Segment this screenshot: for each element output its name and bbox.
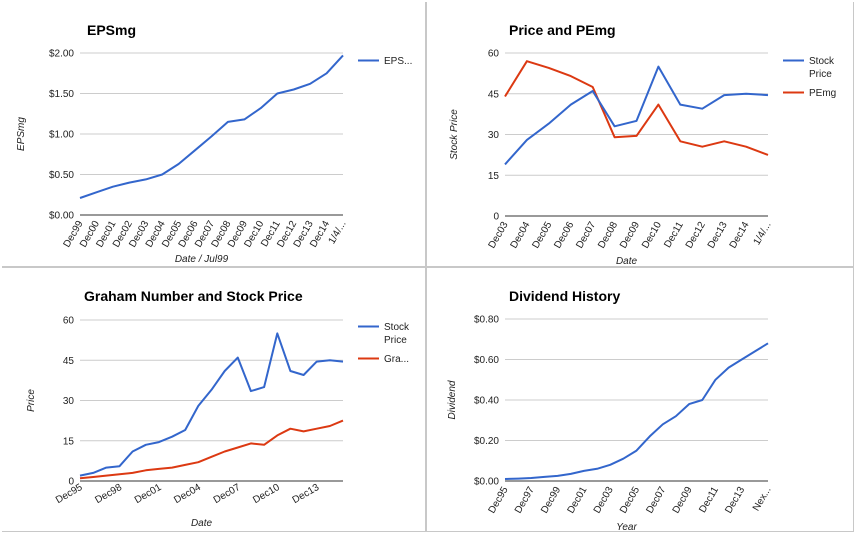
y-tick-label: $1.50 xyxy=(49,89,74,100)
y-tick-label: $1.00 xyxy=(49,130,74,141)
y-tick-label: $0.60 xyxy=(474,355,499,366)
y-tick-label: 45 xyxy=(63,356,75,367)
x-axis-label: Date xyxy=(191,518,213,529)
y-tick-label: $2.00 xyxy=(49,49,74,60)
legend-label: Price xyxy=(384,335,407,346)
chart-title: Price and PEmg xyxy=(509,22,616,38)
x-tick-label: Dec05 xyxy=(530,220,554,251)
series-line xyxy=(504,65,769,166)
y-tick-label: $0.00 xyxy=(49,211,74,222)
y-tick-label: 30 xyxy=(63,396,75,407)
x-tick-label: Dec14 xyxy=(728,220,752,251)
y-tick-label: 60 xyxy=(488,49,500,60)
y-tick-label: $0.20 xyxy=(474,436,499,447)
x-tick-label: Dec13 xyxy=(723,485,747,516)
eps-chart: EPSmg$0.00$0.50$1.00$1.50$2.00Dec99Dec00… xyxy=(16,22,412,265)
y-tick-label: $0.00 xyxy=(474,477,499,488)
series-line xyxy=(79,332,344,477)
x-tick-label: Dec11 xyxy=(697,485,721,515)
x-tick-label: Dec10 xyxy=(251,482,282,506)
x-tick-label: Dec97 xyxy=(513,485,537,516)
x-tick-label: Dec04 xyxy=(509,220,533,251)
x-axis-label: Date xyxy=(616,256,638,267)
x-tick-label: Dec07 xyxy=(574,220,598,251)
x-tick-label: 1/4/... xyxy=(752,220,774,247)
y-tick-label: 0 xyxy=(493,212,499,223)
x-tick-label: Dec95 xyxy=(487,485,511,516)
x-tick-label: Dec99 xyxy=(539,485,563,516)
graham-chart-panel: Graham Number and Stock Price 0 15 30 45 60 De… xyxy=(2,267,426,532)
series-line xyxy=(504,60,769,156)
y-axis-label: Dividend xyxy=(447,380,458,419)
x-tick-label: Dec98 xyxy=(93,482,124,506)
y-tick-label: $0.80 xyxy=(474,315,499,326)
x-tick-label: Dec06 xyxy=(552,220,576,251)
y-tick-label: $0.50 xyxy=(49,170,74,181)
x-tick-label: Dec13 xyxy=(706,220,730,251)
x-tick-label: 1/4/... xyxy=(327,219,349,246)
y-tick-label: 15 xyxy=(63,436,75,447)
x-tick-label: Dec09 xyxy=(618,220,642,251)
x-tick-label: Dec05 xyxy=(618,485,642,516)
x-tick-label: Dec09 xyxy=(671,485,695,516)
dividend-chart-panel: Dividend History $0.00 $0.20 $0.40 $0.60 $0.8… xyxy=(426,267,854,533)
y-tick-label: 0 xyxy=(68,477,74,488)
legend-label: Price xyxy=(809,69,832,80)
price-pe-chart: Price and PEmg015304560Dec03Dec04Dec05De… xyxy=(449,22,836,267)
y-axis-label: Stock Price xyxy=(449,109,460,160)
x-tick-label: Dec07 xyxy=(644,485,668,516)
series-line xyxy=(504,342,769,480)
x-tick-label: Dec03 xyxy=(592,485,616,516)
x-tick-label: Dec04 xyxy=(172,482,203,506)
legend-label: EPS... xyxy=(384,56,412,67)
chart-title: EPSmg xyxy=(87,22,136,38)
x-tick-label: Nex... xyxy=(751,485,774,513)
y-tick-label: 60 xyxy=(63,316,75,327)
legend-label: PEmg xyxy=(809,88,836,99)
dividend-chart: Dividend History $0.00 $0.20 $0.40 $0.60 $0.8… xyxy=(447,288,774,533)
x-axis-label: Year xyxy=(616,522,637,533)
y-axis-label: EPSmg xyxy=(16,117,27,151)
x-tick-label: Dec07 xyxy=(212,482,243,506)
x-tick-label: Dec13 xyxy=(291,482,322,506)
legend-label: Gra... xyxy=(384,354,409,365)
series-line xyxy=(79,54,344,199)
graham-chart: Graham Number and Stock Price 0 15 30 45 60 De… xyxy=(26,288,410,529)
legend-label: Stock xyxy=(384,322,410,333)
y-tick-label: 45 xyxy=(488,89,500,100)
chart-title: Graham Number and Stock Price xyxy=(84,288,303,304)
y-tick-label: 15 xyxy=(488,171,500,182)
x-tick-label: Dec08 xyxy=(596,220,620,251)
x-tick-label: Dec12 xyxy=(684,220,708,251)
x-tick-label: Dec03 xyxy=(487,220,511,251)
x-tick-label: Dec10 xyxy=(640,220,664,251)
x-tick-label: Dec01 xyxy=(133,482,164,506)
x-tick-label: Dec01 xyxy=(566,485,590,516)
legend-label: Stock xyxy=(809,56,835,67)
y-tick-label: 30 xyxy=(488,130,500,141)
eps-chart-panel: EPSmg $0.00 $0.50 $1.00 $1.50 $2.00 Dec99 Dec00… xyxy=(2,2,426,267)
y-tick-label: $0.40 xyxy=(474,396,499,407)
price-pe-chart-panel: Price and PEmg 0 15 30 45 60 Dec03 Dec04 Dec05 De… xyxy=(426,2,854,267)
y-axis-label: Price xyxy=(26,389,37,412)
series-line xyxy=(79,419,344,480)
chart-title: Dividend History xyxy=(509,288,620,304)
x-axis-label: Date / Jul99 xyxy=(175,254,229,265)
